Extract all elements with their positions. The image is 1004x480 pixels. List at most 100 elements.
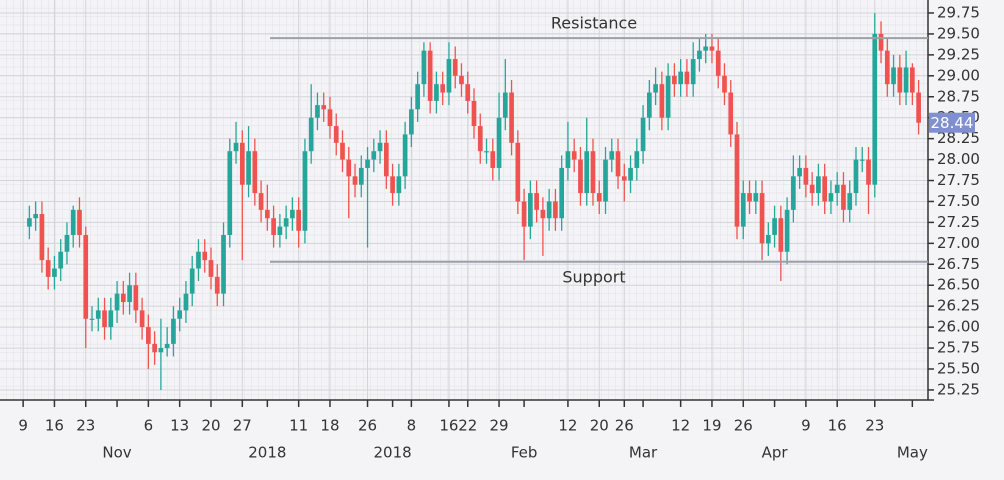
candle-body [884,50,890,85]
candle-body [127,285,132,302]
candle-body [45,260,51,277]
candle-body [521,201,527,227]
candle-body [409,109,414,135]
candle-body [571,151,577,160]
candle-body [559,167,565,219]
candle-body [70,209,76,235]
candle-body [321,105,327,110]
candle-body [628,167,633,181]
y-tick-label: 25.25 [937,380,980,398]
candle-body [189,268,195,294]
candle-body [809,184,815,194]
candle-body [346,159,352,177]
candle-body [747,193,752,202]
candle-body [258,193,264,210]
candle-body [490,151,496,168]
x-tick-label: 13 [170,417,189,435]
y-tick-label: 28.25 [937,129,980,147]
candle-body [459,75,464,85]
candle-body [383,142,389,177]
candle-body [734,134,740,227]
candle-body [27,218,32,227]
candle-body [158,348,164,353]
y-tick-label: 26.75 [937,255,980,273]
candle-body [534,193,539,210]
candle-body [653,84,658,93]
candle-body [866,159,871,185]
candle-body [909,67,915,93]
candle-body [515,142,521,202]
candle-body [634,151,640,168]
candle-body [841,184,846,210]
candle-body [33,214,39,219]
candle-body [108,310,114,328]
candle-body [872,33,878,185]
candle-body [797,167,802,177]
candle-body [164,343,170,349]
candle-body [728,92,734,135]
x-tick-label: 9 [801,417,811,435]
x-tick-label: 23 [865,417,884,435]
candle-body [208,260,214,277]
candle-body [102,310,107,328]
x-tick-label: 22 [458,417,477,435]
candle-body [239,142,245,185]
candle-body [509,92,514,143]
y-tick-label: 25.50 [937,360,980,378]
candle-body [415,84,420,110]
y-tick-label: 29.25 [937,45,980,63]
candle-body [396,176,402,194]
candle-body [765,234,771,244]
candle-body [315,105,320,118]
candle-body [903,67,909,93]
candle-body [596,193,602,202]
candle-body [715,50,721,76]
level-label: Resistance [551,14,637,33]
candle-body [916,92,921,123]
candle-body [139,310,145,328]
candle-body [697,50,702,60]
x-tick-label: 29 [490,417,509,435]
candle-body [477,126,483,152]
y-tick-label: 27.75 [937,171,980,189]
y-tick-label: 29.50 [937,24,980,42]
candle-body [590,151,596,194]
x-tick-label: 6 [144,417,154,435]
candle-body [791,176,796,210]
candle-body [891,67,896,85]
x-tick-label: 20 [590,417,609,435]
candle-body [52,268,57,277]
candle-body [95,310,101,319]
y-tick-label: 29.75 [937,3,980,21]
candle-body [502,92,508,118]
candle-body [183,293,189,311]
candle-body [703,46,709,51]
candle-body [83,234,89,319]
candle-body [465,84,471,101]
y-tick-label: 26.25 [937,297,980,315]
x-period-label: May [897,444,928,462]
candle-body [434,84,439,101]
candle-body [772,218,777,235]
candle-body [377,142,383,152]
candle-body [609,151,615,160]
candle-body [615,151,621,177]
candle-body [196,251,201,269]
candle-body [365,159,370,168]
y-tick-label: 27.50 [937,192,980,210]
candle-body [452,59,458,76]
candle-body [740,193,746,227]
candle-body [816,176,821,194]
candle-body [878,33,884,51]
x-tick-label: 12 [671,417,690,435]
candle-body [221,234,226,294]
candle-body [246,151,251,185]
x-tick-label: 8 [407,417,417,435]
candle-body [859,159,865,161]
candle-body [283,218,289,227]
last-price-label: 28.44 [931,114,974,132]
candle-body [277,226,283,235]
candle-body [672,75,677,85]
candle-body [89,318,95,320]
